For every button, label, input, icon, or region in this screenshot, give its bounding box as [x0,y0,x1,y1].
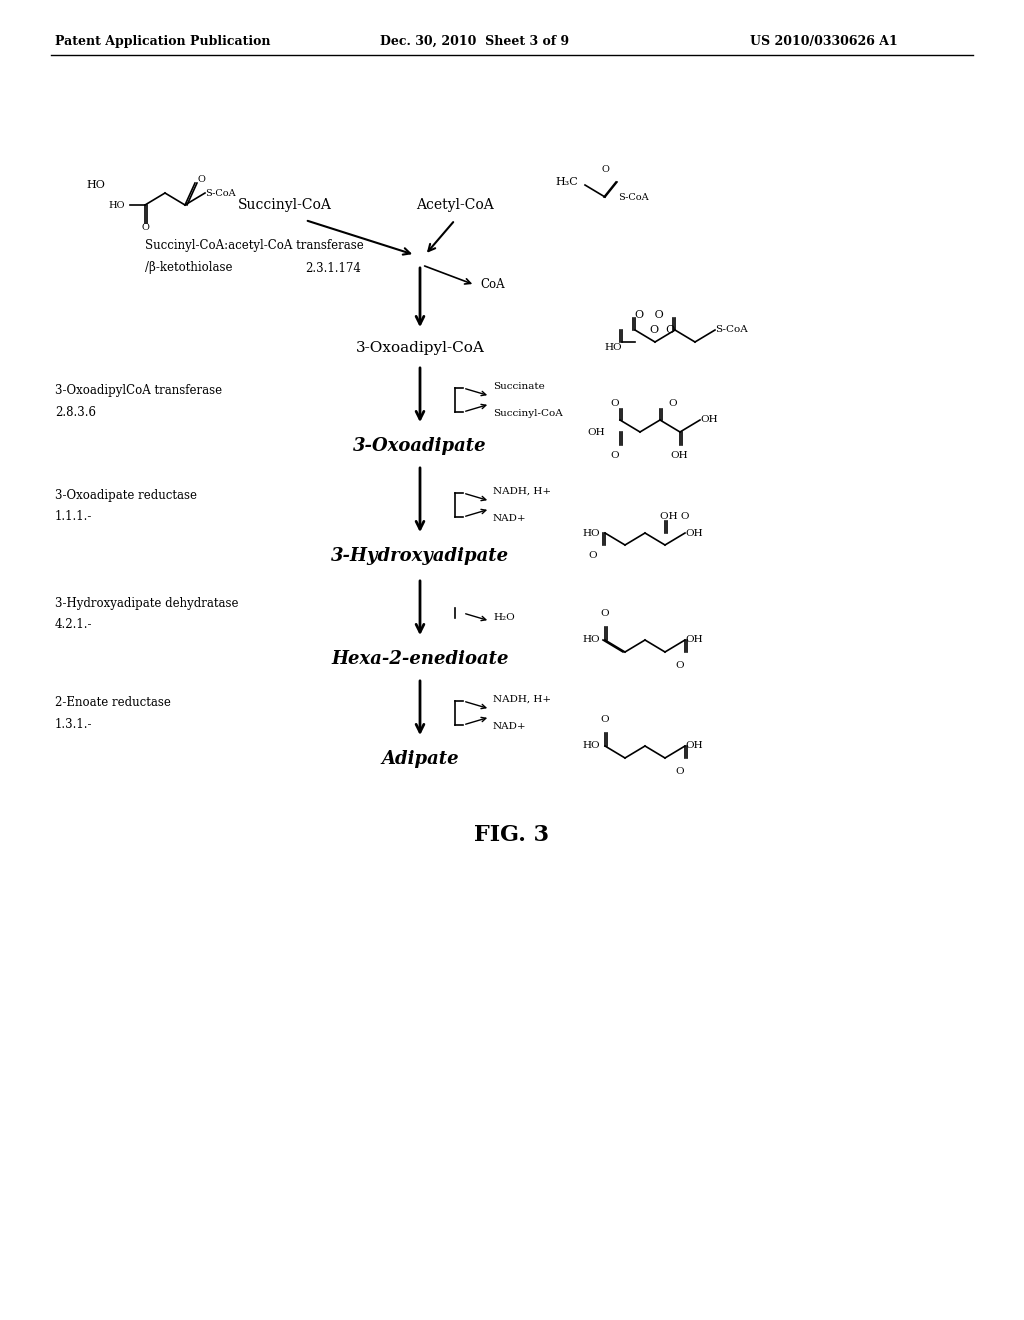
Text: Acetyl-CoA: Acetyl-CoA [416,198,494,213]
Text: OH: OH [588,428,605,437]
Text: Succinyl-CoA: Succinyl-CoA [238,198,332,213]
Text: OH: OH [685,635,702,644]
Text: O: O [610,399,618,408]
Text: 3-Hydroxyadipate dehydratase: 3-Hydroxyadipate dehydratase [55,597,239,610]
Text: OH: OH [700,416,718,425]
Text: O: O [141,223,148,231]
Text: NAD+: NAD+ [493,722,526,731]
Text: H₃C: H₃C [555,177,578,187]
Text: OH O: OH O [660,512,689,520]
Text: O: O [610,450,618,459]
Text: 1.1.1.-: 1.1.1.- [55,511,92,524]
Text: CoA: CoA [480,279,505,292]
Text: 3-Oxoadipyl-CoA: 3-Oxoadipyl-CoA [355,341,484,355]
Text: Adipate: Adipate [381,750,459,768]
Text: HO: HO [109,201,125,210]
Text: /β-ketothiolase: /β-ketothiolase [145,261,232,275]
Text: Succinate: Succinate [493,381,545,391]
Text: O: O [589,552,597,561]
Text: O   O: O O [635,310,664,319]
Text: O: O [601,610,609,619]
Text: 2.8.3.6: 2.8.3.6 [55,405,96,418]
Text: O  O: O O [650,325,675,335]
Text: HO: HO [604,343,622,352]
Text: HO: HO [583,635,600,644]
Text: O: O [197,174,205,183]
Text: Patent Application Publication: Patent Application Publication [55,36,270,48]
Text: Succinyl-CoA:acetyl-CoA transferase: Succinyl-CoA:acetyl-CoA transferase [145,239,364,252]
Text: 4.2.1.-: 4.2.1.- [55,619,92,631]
Text: S-CoA: S-CoA [715,326,748,334]
Text: HO: HO [86,180,105,190]
Text: NADH, H+: NADH, H+ [493,487,551,495]
Text: O: O [601,715,609,725]
Text: O: O [676,661,684,671]
Text: 2.3.1.174: 2.3.1.174 [305,261,360,275]
Text: Succinyl-CoA: Succinyl-CoA [493,409,563,418]
Text: OH: OH [670,450,688,459]
Text: OH: OH [685,528,702,537]
Text: 3-Oxoadipate: 3-Oxoadipate [353,437,486,455]
Text: S-CoA: S-CoA [618,193,648,202]
Text: 3-OxoadipylCoA transferase: 3-OxoadipylCoA transferase [55,384,222,396]
Text: 1.3.1.-: 1.3.1.- [55,718,92,731]
Text: O: O [668,399,677,408]
Text: O: O [676,767,684,776]
Text: 3-Hydroxyadipate: 3-Hydroxyadipate [331,546,509,565]
Text: S-CoA: S-CoA [205,189,236,198]
Text: 3-Oxoadipate reductase: 3-Oxoadipate reductase [55,488,197,502]
Text: Dec. 30, 2010  Sheet 3 of 9: Dec. 30, 2010 Sheet 3 of 9 [380,36,569,48]
Text: HO: HO [583,742,600,751]
Text: OH: OH [685,742,702,751]
Text: US 2010/0330626 A1: US 2010/0330626 A1 [750,36,898,48]
Text: FIG. 3: FIG. 3 [474,824,550,846]
Text: Hexa-2-enedioate: Hexa-2-enedioate [331,649,509,668]
Text: 2-Enoate reductase: 2-Enoate reductase [55,697,171,710]
Text: H₂O: H₂O [493,614,515,623]
Text: O: O [601,165,609,174]
Text: HO: HO [583,528,600,537]
Text: NAD+: NAD+ [493,515,526,524]
Text: NADH, H+: NADH, H+ [493,694,551,704]
